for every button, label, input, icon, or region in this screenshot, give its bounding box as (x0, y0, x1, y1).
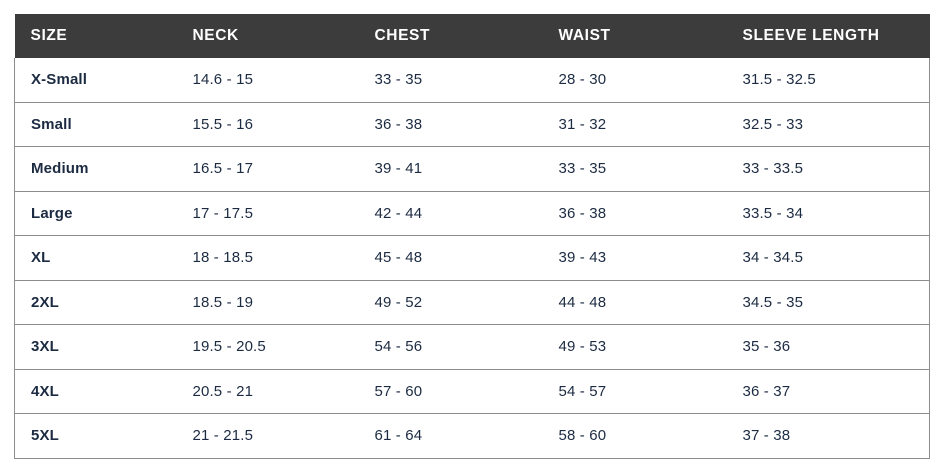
cell-chest: 57 - 60 (358, 369, 543, 414)
cell-sleeve: 34 - 34.5 (726, 235, 930, 281)
cell-waist: 39 - 43 (542, 235, 727, 281)
cell-sleeve: 32.5 - 33 (726, 102, 930, 147)
cell-size: Large (14, 191, 177, 236)
size-chart-body: X-Small 14.6 - 15 33 - 35 28 - 30 31.5 -… (14, 58, 930, 459)
size-chart-container: SIZE NECK CHEST WAIST SLEEVE LENGTH X-Sm… (14, 14, 930, 459)
column-header-neck: NECK (192, 27, 239, 44)
cell-sleeve: 33 - 33.5 (726, 146, 930, 192)
cell-size: XL (14, 235, 177, 281)
cell-neck: 18 - 18.5 (176, 235, 359, 281)
column-header-waist: WAIST (558, 27, 611, 44)
column-header-size: SIZE (30, 27, 68, 44)
cell-neck: 17 - 17.5 (176, 191, 359, 236)
cell-neck: 19.5 - 20.5 (176, 324, 359, 370)
table-row: 2XL 18.5 - 19 49 - 52 44 - 48 34.5 - 35 (14, 280, 930, 325)
cell-sleeve: 37 - 38 (726, 413, 930, 459)
table-row: Large 17 - 17.5 42 - 44 36 - 38 33.5 - 3… (14, 191, 930, 236)
cell-neck: 18.5 - 19 (176, 280, 359, 325)
cell-chest: 36 - 38 (358, 102, 543, 147)
cell-size: 5XL (14, 413, 177, 459)
column-header-chest: CHEST (374, 27, 431, 44)
cell-chest: 39 - 41 (358, 146, 543, 192)
cell-chest: 61 - 64 (358, 413, 543, 459)
cell-size: Small (14, 102, 177, 147)
cell-chest: 49 - 52 (358, 280, 543, 325)
cell-waist: 58 - 60 (542, 413, 727, 459)
table-row: X-Small 14.6 - 15 33 - 35 28 - 30 31.5 -… (14, 58, 930, 103)
cell-neck: 14.6 - 15 (176, 58, 359, 103)
cell-sleeve: 36 - 37 (726, 369, 930, 414)
cell-sleeve: 35 - 36 (726, 324, 930, 370)
cell-size: X-Small (14, 58, 177, 103)
cell-waist: 33 - 35 (542, 146, 727, 192)
cell-size: Medium (14, 146, 177, 192)
cell-chest: 45 - 48 (358, 235, 543, 281)
cell-neck: 16.5 - 17 (176, 146, 359, 192)
cell-neck: 15.5 - 16 (176, 102, 359, 147)
table-row: 5XL 21 - 21.5 61 - 64 58 - 60 37 - 38 (14, 413, 930, 459)
cell-size: 4XL (14, 369, 177, 414)
cell-chest: 42 - 44 (358, 191, 543, 236)
table-row: 4XL 20.5 - 21 57 - 60 54 - 57 36 - 37 (14, 369, 930, 414)
cell-chest: 54 - 56 (358, 324, 543, 370)
table-row: Small 15.5 - 16 36 - 38 31 - 32 32.5 - 3… (14, 102, 930, 147)
cell-sleeve: 33.5 - 34 (726, 191, 930, 236)
cell-waist: 31 - 32 (542, 102, 727, 147)
table-row: XL 18 - 18.5 45 - 48 39 - 43 34 - 34.5 (14, 235, 930, 281)
table-row: 3XL 19.5 - 20.5 54 - 56 49 - 53 35 - 36 (14, 324, 930, 370)
cell-chest: 33 - 35 (358, 58, 543, 103)
cell-sleeve: 34.5 - 35 (726, 280, 930, 325)
cell-waist: 49 - 53 (542, 324, 727, 370)
cell-neck: 20.5 - 21 (176, 369, 359, 414)
cell-waist: 54 - 57 (542, 369, 727, 414)
cell-size: 3XL (14, 324, 177, 370)
cell-sleeve: 31.5 - 32.5 (726, 58, 930, 103)
cell-waist: 36 - 38 (542, 191, 727, 236)
table-row: Medium 16.5 - 17 39 - 41 33 - 35 33 - 33… (14, 146, 930, 192)
cell-waist: 44 - 48 (542, 280, 727, 325)
cell-neck: 21 - 21.5 (176, 413, 359, 459)
column-header-sleeve: SLEEVE LENGTH (742, 27, 880, 44)
cell-waist: 28 - 30 (542, 58, 727, 103)
cell-size: 2XL (14, 280, 177, 325)
size-chart-header: SIZE NECK CHEST WAIST SLEEVE LENGTH (14, 14, 930, 58)
size-chart-table: SIZE NECK CHEST WAIST SLEEVE LENGTH X-Sm… (14, 14, 930, 459)
table-header-row: SIZE NECK CHEST WAIST SLEEVE LENGTH (14, 14, 930, 58)
